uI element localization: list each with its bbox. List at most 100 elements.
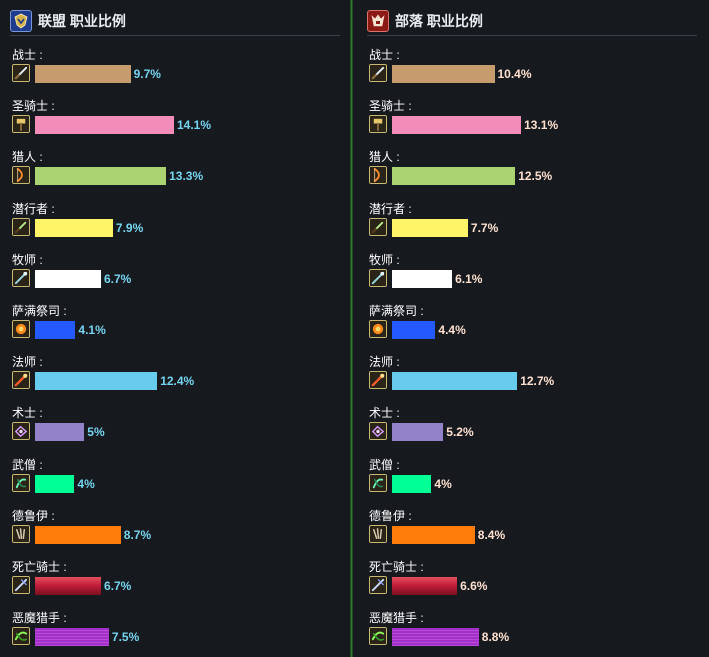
data-label: 4% (77, 477, 95, 491)
death-knight-rune-icon (12, 576, 30, 594)
bar (392, 116, 522, 134)
horde-crest-icon (367, 10, 389, 32)
data-label: 7.5% (111, 630, 140, 644)
horde-header: 部落 职业比例 (367, 8, 697, 34)
class-label: 萨满祭司 : (12, 304, 67, 318)
alliance-header: 联盟 职业比例 (10, 8, 340, 34)
data-label: 10.4% (497, 67, 532, 81)
data-label: 8.8% (481, 630, 510, 644)
paladin-hammer-icon (12, 115, 30, 133)
class-label: 战士 : (369, 48, 400, 62)
bar (392, 270, 453, 288)
bar (35, 321, 76, 339)
alliance-header-rule (10, 35, 340, 36)
alliance-class-row: 术士 : 5% (10, 406, 340, 446)
bar (392, 577, 458, 595)
alliance-class-row: 萨满祭司 : 4.1% (10, 304, 340, 344)
bar (392, 423, 444, 441)
alliance-class-row: 法师 : 12.4% (10, 355, 340, 395)
druid-claw-icon (12, 525, 30, 543)
alliance-class-row: 圣骑士 : 14.1% (10, 99, 340, 139)
class-label: 恶魔猎手 : (12, 611, 67, 625)
data-label: 7.9% (115, 221, 144, 235)
bar (392, 219, 468, 237)
class-label: 德鲁伊 : (369, 509, 412, 523)
data-label: 6.7% (104, 579, 132, 593)
horde-panel: 部落 职业比例 战士 : 10.4% 圣骑士 : 13.1% 猎人 : 12.5% 潜行者 … (357, 0, 697, 657)
class-label: 武僧 : (369, 458, 400, 472)
alliance-class-row: 牧师 : 6.7% (10, 253, 340, 293)
alliance-class-row: 武僧 : 4% (10, 458, 340, 498)
bar (392, 628, 479, 646)
rogue-dagger-icon (369, 218, 387, 236)
horde-class-row: 猎人 : 12.5% (367, 150, 697, 190)
bar (35, 372, 158, 390)
class-label: 萨满祭司 : (369, 304, 424, 318)
class-label: 法师 : (12, 355, 43, 369)
priest-wand-icon (12, 269, 30, 287)
class-label: 死亡骑士 : (369, 560, 424, 574)
alliance-class-row: 潜行者 : 7.9% (10, 202, 340, 242)
alliance-title: 联盟 职业比例 (38, 13, 126, 29)
horde-class-row: 死亡骑士 : 6.6% (367, 560, 697, 600)
druid-claw-icon (369, 525, 387, 543)
bar (35, 475, 75, 493)
class-label: 术士 : (12, 406, 43, 420)
bar (392, 372, 518, 390)
horde-class-row: 牧师 : 6.1% (367, 253, 697, 293)
bar (392, 526, 475, 544)
horde-class-row: 术士 : 5.2% (367, 406, 697, 446)
rogue-dagger-icon (12, 218, 30, 236)
data-label: 8.4% (477, 528, 506, 542)
class-label: 牧师 : (12, 253, 43, 267)
class-label: 法师 : (369, 355, 400, 369)
data-label: 6.7% (104, 272, 132, 286)
bar (35, 270, 101, 288)
bar (35, 116, 174, 134)
horde-class-row: 战士 : 10.4% (367, 48, 697, 88)
alliance-class-row: 德鲁伊 : 8.7% (10, 509, 340, 549)
data-label: 4.4% (438, 323, 466, 337)
class-label: 猎人 : (12, 150, 43, 164)
shaman-totem-icon (369, 320, 387, 338)
class-label: 潜行者 : (369, 202, 412, 216)
class-label: 武僧 : (12, 458, 43, 472)
bar (392, 475, 432, 493)
horde-class-row: 德鲁伊 : 8.4% (367, 509, 697, 549)
horde-class-row: 法师 : 12.7% (367, 355, 697, 395)
data-label: 14.1% (177, 118, 212, 132)
data-label: 4% (434, 477, 452, 491)
panel-divider-highlight (351, 0, 352, 657)
bar (392, 321, 436, 339)
data-label: 8.7% (123, 528, 152, 542)
class-label: 德鲁伊 : (12, 509, 55, 523)
alliance-class-row: 战士 : 9.7% (10, 48, 340, 88)
class-label: 猎人 : (369, 150, 400, 164)
bar (35, 628, 109, 646)
monk-fist-icon (369, 474, 387, 492)
data-label: 12.7% (520, 374, 555, 388)
class-label: 圣骑士 : (12, 99, 55, 113)
horde-class-row: 恶魔猎手 : 8.8% (367, 611, 697, 651)
class-label: 恶魔猎手 : (369, 611, 424, 625)
bar (35, 219, 113, 237)
data-label: 12.5% (518, 169, 553, 183)
horde-title: 部落 职业比例 (395, 13, 483, 29)
bar (35, 167, 167, 185)
data-label: 5.2% (446, 425, 474, 439)
horde-class-row: 萨满祭司 : 4.4% (367, 304, 697, 344)
class-label: 死亡骑士 : (12, 560, 67, 574)
mage-staff-icon (369, 371, 387, 389)
horde-class-row: 潜行者 : 7.7% (367, 202, 697, 242)
data-label: 6.1% (455, 272, 483, 286)
bar (35, 65, 131, 83)
bar (35, 526, 121, 544)
horde-header-rule (367, 35, 697, 36)
monk-fist-icon (12, 474, 30, 492)
horde-class-row: 武僧 : 4% (367, 458, 697, 498)
class-label: 潜行者 : (12, 202, 55, 216)
paladin-hammer-icon (369, 115, 387, 133)
data-label: 7.7% (470, 221, 499, 235)
demon-hunter-glaive-icon (369, 627, 387, 645)
data-label: 9.7% (133, 67, 161, 81)
